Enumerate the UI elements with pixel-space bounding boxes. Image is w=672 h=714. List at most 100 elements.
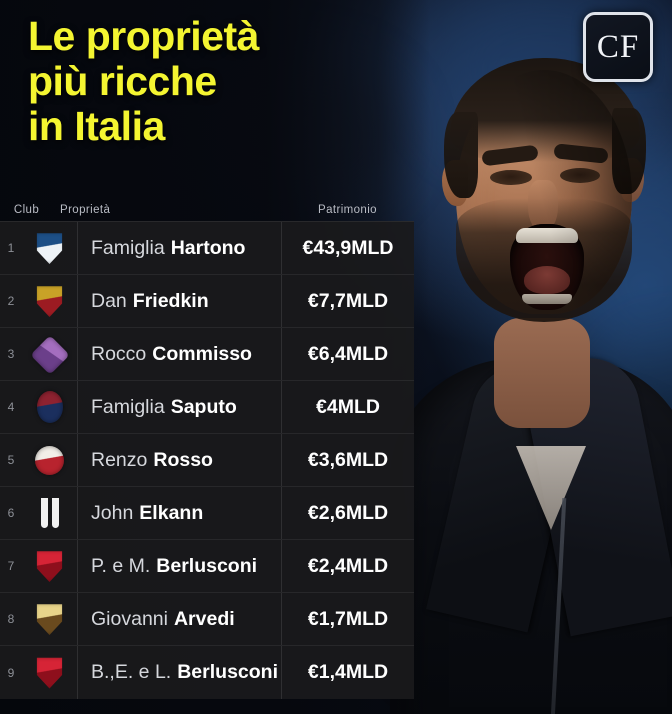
row-net-worth: €7,7MLD (281, 275, 414, 327)
row-club-crest-cell (22, 275, 78, 327)
row-net-worth: €1,7MLD (281, 593, 414, 645)
row-club-crest-cell (22, 487, 78, 539)
row-owner: B.,E. e L. Berlusconi (78, 661, 281, 684)
row-club-crest-cell (22, 646, 78, 699)
owner-first-name: Rocco (91, 342, 147, 365)
owner-first-name: Famiglia (91, 236, 165, 259)
table-row[interactable]: 6 John Elkann €2,6MLD (0, 487, 414, 540)
title-line-3: in Italia (28, 103, 165, 149)
hair-side-left (444, 112, 478, 198)
row-rank: 6 (7, 506, 15, 520)
lower-teeth (522, 294, 572, 304)
title-line-1: Le proprietà (28, 13, 259, 59)
table-row[interactable]: 1 Famiglia Hartono €43,9MLD (0, 222, 414, 275)
row-club-crest-cell (22, 593, 78, 645)
cremonese-crest-shape (36, 604, 63, 635)
roma-crest (35, 285, 65, 317)
bologna-crest (35, 391, 65, 423)
owner-last-name: Saputo (170, 395, 237, 418)
fiorentina-crest-shape (29, 335, 70, 375)
table-body: 1 Famiglia Hartono €43,9MLD 2 Dan Friedkin €7,7… (0, 221, 414, 699)
monza-crest (35, 657, 65, 689)
owner-last-name: Hartono (170, 236, 246, 259)
cf-logo: CF (583, 12, 653, 82)
upper-teeth (516, 228, 578, 243)
owner-last-name: Arvedi (173, 607, 235, 630)
row-rank: 4 (7, 400, 15, 414)
ranking-table: Club Proprietà Patrimonio 1 Famiglia Harto… (0, 195, 414, 699)
row-owner: Famiglia Hartono (78, 237, 281, 260)
row-rank: 1 (7, 241, 15, 255)
owner-first-name: P. e M. (91, 554, 151, 577)
row-rank: 3 (7, 347, 15, 361)
owner-last-name: Elkann (139, 501, 204, 524)
table-row[interactable]: 9 B.,E. e L. Berlusconi €1,4MLD (0, 646, 414, 699)
owner-last-name: Friedkin (132, 289, 209, 312)
row-owner: John Elkann (78, 502, 281, 525)
como-crest-shape (36, 233, 63, 264)
row-rank: 2 (7, 294, 15, 308)
neck (494, 318, 590, 428)
title-line-2: più ricche (28, 58, 217, 104)
owner-first-name: Famiglia (91, 395, 165, 418)
row-owner: P. e M. Berlusconi (78, 555, 281, 578)
face-shadow (456, 70, 632, 314)
row-net-worth: €2,6MLD (281, 487, 414, 539)
vicenza-crest (35, 444, 65, 476)
table-row[interactable]: 3 Rocco Commisso €6,4MLD (0, 328, 414, 381)
row-rank: 5 (7, 453, 15, 467)
juventus-j-mark (37, 498, 63, 528)
vicenza-crest-shape (35, 445, 64, 475)
cf-logo-text: CF (596, 28, 640, 65)
table-row[interactable]: 2 Dan Friedkin €7,7MLD (0, 275, 414, 328)
owner-first-name: John (91, 501, 134, 524)
cremonese-crest (35, 603, 65, 635)
row-owner: Dan Friedkin (78, 290, 281, 313)
row-net-worth: €43,9MLD (281, 222, 414, 274)
table-row[interactable]: 4 Famiglia Saputo €4MLD (0, 381, 414, 434)
table-row[interactable]: 8 Giovanni Arvedi €1,7MLD (0, 593, 414, 646)
row-rank: 7 (7, 559, 15, 573)
juventus-crest (35, 497, 65, 529)
manager-portrait (390, 28, 672, 714)
row-net-worth: €4MLD (281, 381, 414, 433)
header-value: Patrimonio (318, 204, 377, 216)
tongue (524, 266, 570, 294)
owner-last-name: Commisso (152, 342, 252, 365)
header-club: Club (13, 204, 40, 216)
owner-first-name: Dan (91, 289, 127, 312)
como-crest (35, 232, 65, 264)
owner-last-name: Rosso (153, 448, 213, 471)
hair-side-right (612, 108, 646, 194)
fiorentina-crest (29, 335, 70, 375)
bologna-crest-shape (36, 391, 63, 423)
row-owner: Renzo Rosso (78, 449, 281, 472)
nose (528, 180, 558, 232)
row-club-crest-cell (22, 381, 78, 433)
table-header-row: Club Proprietà Patrimonio (0, 195, 414, 221)
row-net-worth: €1,4MLD (281, 646, 414, 699)
owner-first-name: B.,E. e L. (91, 661, 172, 683)
owner-last-name: Berlusconi (156, 554, 258, 577)
monza-crest-shape (36, 551, 63, 582)
row-club-crest-cell (22, 328, 78, 380)
row-owner: Famiglia Saputo (78, 396, 281, 419)
row-club-crest-cell (22, 222, 78, 274)
row-rank: 8 (7, 612, 15, 626)
row-owner: Rocco Commisso (78, 343, 281, 366)
row-rank: 9 (7, 665, 15, 680)
row-net-worth: €6,4MLD (281, 328, 414, 380)
monza-crest (35, 550, 65, 582)
table-row[interactable]: 7 P. e M. Berlusconi €2,4MLD (0, 540, 414, 593)
roma-crest-shape (36, 286, 63, 317)
page-title: Le proprietà più ricche in Italia (28, 14, 398, 149)
eye-left (490, 170, 532, 185)
monza-crest-shape (36, 657, 63, 689)
header-owner: Proprietà (60, 204, 111, 216)
row-owner: Giovanni Arvedi (78, 608, 281, 631)
row-net-worth: €2,4MLD (281, 540, 414, 592)
table-row[interactable]: 5 Renzo Rosso €3,6MLD (0, 434, 414, 487)
eye-right (560, 168, 600, 183)
owner-last-name: Berlusconi (177, 661, 278, 683)
row-club-crest-cell (22, 434, 78, 486)
